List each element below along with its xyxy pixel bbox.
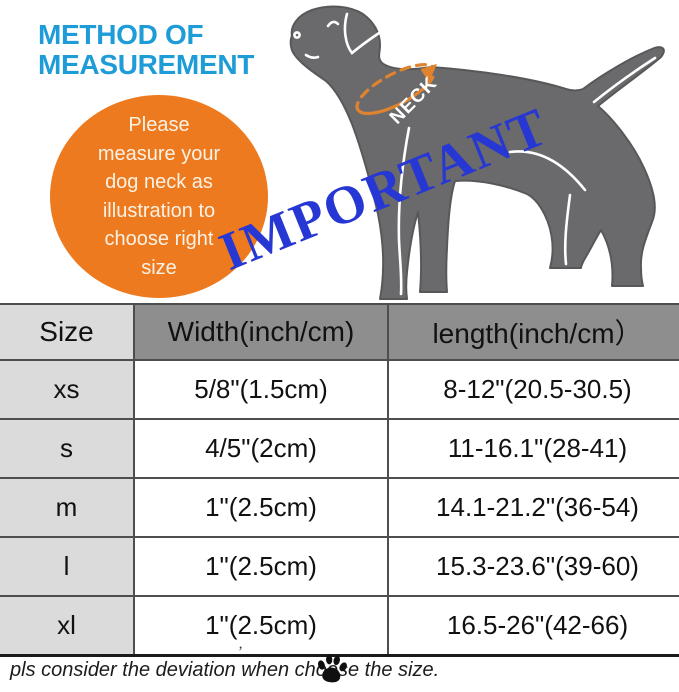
collar-measure-ellipse	[355, 63, 437, 116]
cell-length: 11-16.1"(28-41)	[387, 418, 679, 479]
page-title-line2: MEASUREMENT	[38, 49, 255, 80]
dog-eye-line	[326, 20, 340, 28]
note-line: illustration to	[102, 199, 216, 222]
cell-length: 15.3-23.6"(39-60)	[387, 536, 679, 597]
table-row-xl: xl 1"(2.5cm) 16.5-26"(42-66)	[0, 595, 679, 657]
table-row-l: l 1"(2.5cm) 15.3-23.6"(39-60)	[0, 536, 679, 597]
cell-size: s	[0, 418, 135, 479]
note-line: size	[141, 256, 177, 279]
dog-silhouette	[289, 5, 665, 300]
table-row-s: s 4/5"(2cm) 11-16.1"(28-41)	[0, 418, 679, 479]
note-line: choose right	[104, 228, 214, 250]
table-header-row: Size Width(inch/cm) length(inch/cm）	[0, 303, 679, 361]
thigh-line	[508, 150, 587, 192]
cell-width: 1"(2.5cm)	[133, 477, 389, 538]
header-cell-length: length(inch/cm）	[387, 303, 679, 361]
cell-length: 16.5-26"(42-66)	[387, 595, 679, 657]
dog-mouth-line	[304, 53, 320, 59]
cell-width: 4/5"(2cm)	[133, 418, 389, 479]
stray-tick-mark: ’	[238, 644, 243, 660]
page-title-line1: METHOD OF	[38, 19, 204, 50]
tail-line	[592, 56, 657, 104]
cell-size: xl	[0, 595, 135, 657]
dog-detail-lines	[293, 12, 657, 296]
cell-length: 8-12"(20.5-30.5)	[387, 359, 679, 420]
deviation-note: pls consider the deviation when choose t…	[10, 659, 440, 681]
dog-illustration	[289, 5, 665, 300]
dog-nose-dot	[293, 31, 301, 39]
cell-size: m	[0, 477, 135, 538]
page-title: METHOD OF MEASUREMENT	[38, 20, 254, 80]
note-line: measure your	[97, 142, 221, 165]
cell-width: 5/8"(1.5cm)	[133, 359, 389, 420]
paw-print-icon	[317, 654, 347, 683]
rear-leg-separator-line	[563, 193, 572, 266]
collar-solid-arc	[357, 75, 435, 116]
front-leg-separator-line	[397, 126, 411, 296]
note-line: Please	[128, 114, 190, 136]
collar-dashed-arc	[355, 63, 435, 113]
cell-length: 14.1-21.2"(36-54)	[387, 477, 679, 538]
header-cell-width: Width(inch/cm)	[133, 303, 389, 361]
size-table: Size Width(inch/cm) length(inch/cm） xs 5…	[0, 303, 679, 657]
table-row-xs: xs 5/8"(1.5cm) 8-12"(20.5-30.5)	[0, 359, 679, 420]
cell-width: 1"(2.5cm)	[133, 595, 389, 657]
cell-size: l	[0, 536, 135, 597]
dog-ear-line	[343, 12, 384, 55]
note-line: dog neck as	[105, 171, 213, 193]
collar-arrowhead	[420, 63, 437, 83]
measure-note-circle: Please measure your dog neck as illustra…	[50, 95, 268, 298]
table-row-m: m 1"(2.5cm) 14.1-21.2"(36-54)	[0, 477, 679, 538]
header-cell-size: Size	[0, 303, 135, 361]
cell-size: xs	[0, 359, 135, 420]
cell-width: 1"(2.5cm)	[133, 536, 389, 597]
